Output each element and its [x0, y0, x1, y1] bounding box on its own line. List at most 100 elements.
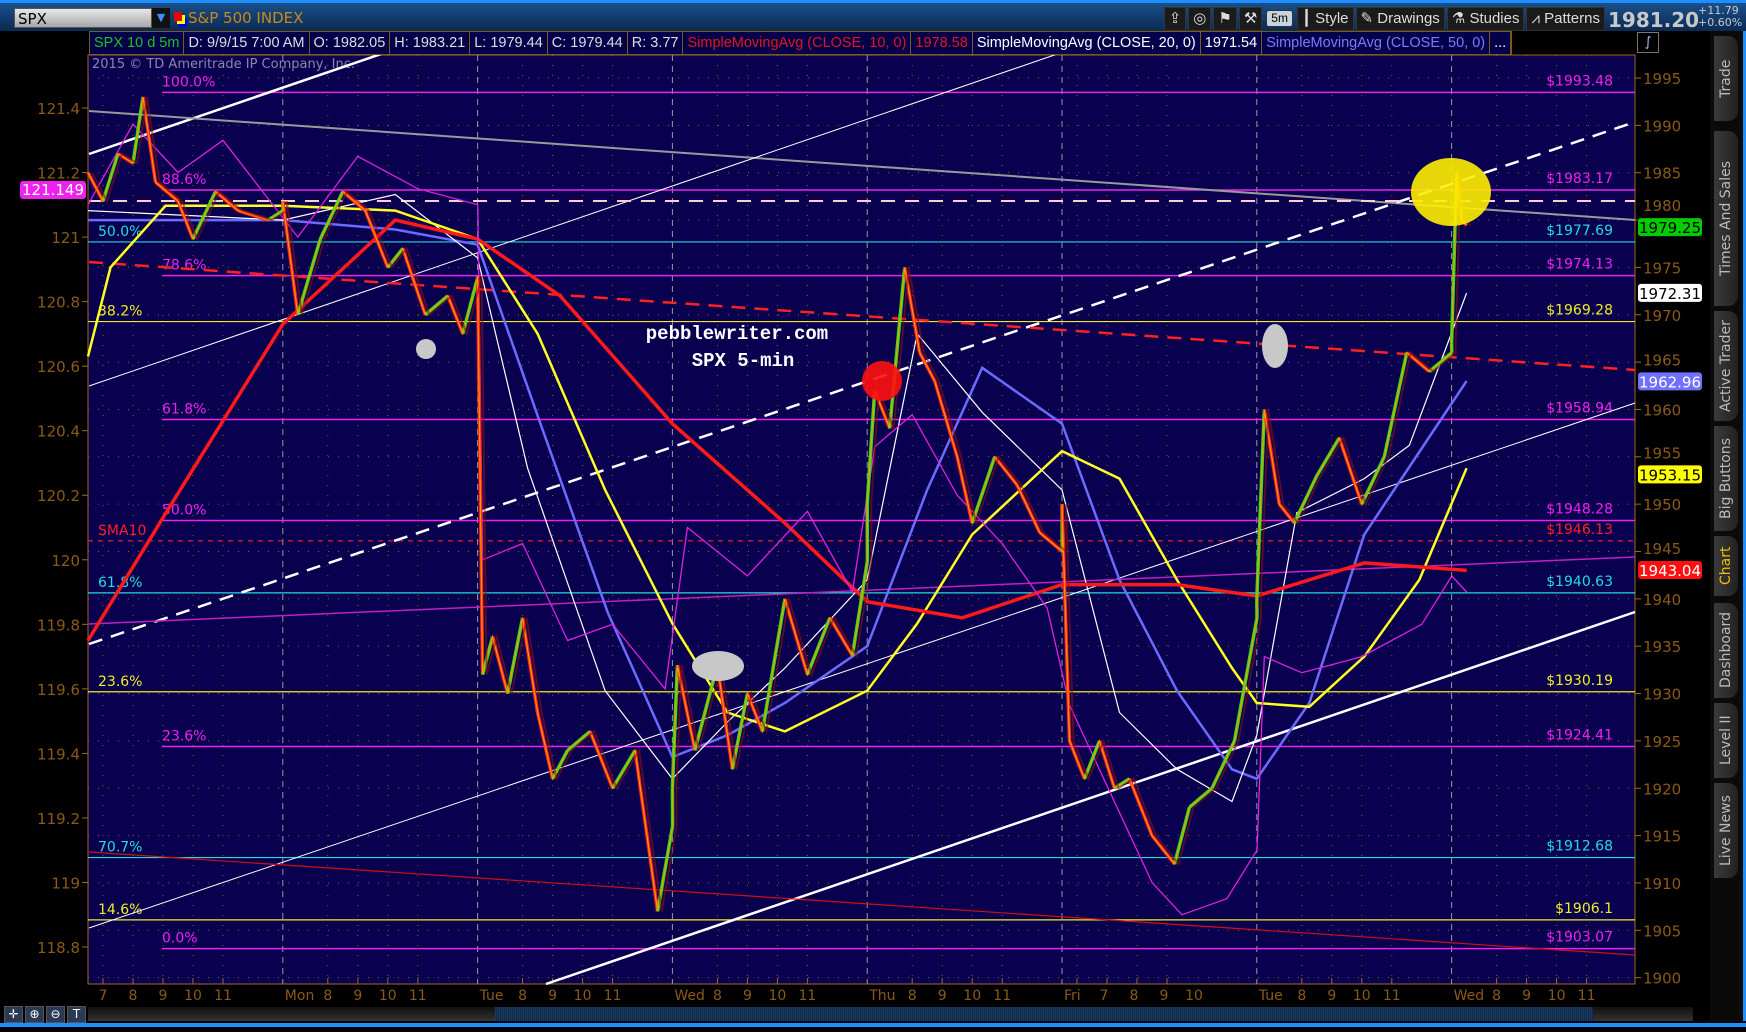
bar-open: O: 1982.05: [310, 32, 391, 54]
right-axis-label: 1910: [1643, 875, 1681, 893]
last-price: 1981.20: [1608, 8, 1700, 32]
trendline: [88, 402, 1636, 929]
side-tab-level-ii[interactable]: Level II: [1714, 703, 1738, 778]
series-line-blue: [88, 218, 1468, 781]
time-label: 10: [1185, 988, 1203, 1004]
symbol-link-icon[interactable]: [174, 12, 182, 21]
bottom-tools: ✛ ⊕ ⊖ T: [4, 1006, 86, 1023]
marker-gray-ellipse: [692, 651, 744, 681]
time-label: 11: [798, 988, 816, 1004]
side-tab-chart[interactable]: Chart: [1714, 536, 1738, 596]
price-marker: [1638, 218, 1702, 237]
text-tool-icon[interactable]: T: [67, 1006, 86, 1023]
style-button[interactable]: ┃ Style: [1296, 7, 1354, 31]
time-label: 9: [1327, 988, 1336, 1004]
fib-level-pct: 70.7%: [98, 840, 142, 856]
left-axis-label: 119.8: [37, 616, 80, 634]
fib-level-pct: 50.0%: [98, 224, 142, 240]
side-tab-trade[interactable]: Trade: [1714, 36, 1738, 121]
time-scrollbar[interactable]: [88, 1007, 1693, 1021]
sma20-label[interactable]: SimpleMovingAvg (CLOSE, 20, 0): [973, 32, 1201, 54]
session-label: Tue: [1258, 988, 1283, 1004]
studies-button[interactable]: ⚗ Studies: [1446, 7, 1525, 31]
right-axis-label: 1990: [1643, 117, 1681, 135]
right-axis-label: 1945: [1643, 540, 1681, 558]
right-axis-label: 1925: [1643, 733, 1681, 751]
time-label: 11: [1578, 988, 1596, 1004]
time-label: 9: [1160, 988, 1169, 1004]
fib-level-price: $1906.1: [1555, 901, 1613, 917]
change-percent: +0.60%: [1698, 16, 1743, 29]
zoom-in-icon[interactable]: ⊕: [25, 1006, 44, 1023]
time-label: 7: [99, 988, 108, 1004]
time-label: 8: [1492, 988, 1501, 1004]
left-axis-label: 121: [51, 229, 80, 247]
sma10-label[interactable]: SimpleMovingAvg (CLOSE, 10, 0): [683, 32, 912, 54]
right-axis-label: 1930: [1643, 686, 1681, 704]
marker-red-circle: [862, 361, 902, 401]
left-axis-label: 120.6: [37, 358, 80, 376]
symbol-dropdown-icon[interactable]: ▼: [152, 8, 170, 28]
left-axis-label: 119: [51, 874, 80, 892]
sma50-label[interactable]: SimpleMovingAvg (CLOSE, 50, 0): [1262, 32, 1491, 54]
price-marker-value: 1943.04: [1639, 562, 1701, 580]
time-label: 9: [353, 988, 362, 1004]
marker-gray-dot: [416, 339, 436, 359]
chart-mode-icon[interactable]: ∫: [1637, 32, 1659, 53]
left-axis-label: 121.2: [37, 165, 80, 183]
candle-icon: ┃: [1301, 10, 1316, 27]
sma20-value: 1971.54: [1201, 32, 1263, 54]
series-line-magenta: [87, 123, 1468, 916]
left-axis-label: 120.2: [37, 487, 80, 505]
sma10-value: 1978.58: [911, 32, 973, 54]
right-axis-label: 1970: [1643, 307, 1681, 325]
session-label: Fri: [1064, 988, 1081, 1004]
time-label: 10: [184, 988, 202, 1004]
series-line-sma_red: [86, 218, 1467, 642]
right-axis-label: 1985: [1643, 165, 1681, 183]
price-marker-value: 1953.15: [1639, 466, 1701, 484]
session-label: Thu: [868, 988, 895, 1004]
chart-header: SPX 10 d 5m D: 9/9/15 7:00 AM O: 1982.05…: [89, 31, 1513, 55]
patterns-button[interactable]: ⩘ Patterns: [1526, 7, 1605, 31]
left-axis-label: 120: [51, 552, 80, 570]
annotation-text: pebblewriter.com: [646, 323, 828, 345]
fib-level-pct: 0.0%: [162, 931, 198, 947]
share-icon[interactable]: ⇪: [1163, 7, 1187, 31]
side-tab-times-and-sales[interactable]: Times And Sales: [1714, 131, 1738, 306]
right-axis-label: 1940: [1643, 591, 1681, 609]
side-tab-live-news[interactable]: Live News: [1714, 783, 1738, 878]
bar-range: R: 3.77: [628, 32, 684, 54]
right-axis-label: 1950: [1643, 496, 1681, 514]
crosshair-icon[interactable]: ✛: [4, 1006, 23, 1023]
quick-tools-icon[interactable]: ⚑: [1213, 7, 1237, 31]
wrench-icon[interactable]: ⚒: [1238, 7, 1263, 31]
fib-level-pct: 23.6%: [162, 728, 206, 744]
scrollbar-thumb[interactable]: [495, 1007, 1593, 1021]
fib-level-price: $1924.41: [1546, 727, 1613, 743]
right-axis-label: 1980: [1643, 197, 1681, 215]
left-axis-label: 120.4: [37, 423, 80, 441]
time-label: 8: [713, 988, 722, 1004]
side-tab-active-trader[interactable]: Active Trader: [1714, 311, 1738, 421]
settings-circle-icon[interactable]: ◎: [1188, 7, 1212, 31]
side-tab-dashboard[interactable]: Dashboard: [1714, 603, 1738, 698]
bar-close: C: 1979.44: [548, 32, 628, 54]
right-axis-label: 1915: [1643, 828, 1681, 846]
marker-yellow-ellipse: [1411, 158, 1491, 226]
left-axis-label: 118.8: [37, 939, 80, 957]
plot-area: [87, 54, 1636, 985]
fib-level-pct: 88.6%: [162, 172, 206, 188]
zoom-out-icon[interactable]: ⊖: [46, 1006, 65, 1023]
side-tabs: Trade Times And Sales Active Trader Big But…: [1710, 31, 1746, 1021]
timeframe-button[interactable]: 5m: [1266, 10, 1293, 27]
drawings-button[interactable]: ✎ Drawings: [1355, 7, 1445, 31]
symbol-input[interactable]: SPX: [14, 8, 152, 28]
fib-level-price: $1946.13: [1546, 522, 1613, 538]
time-label: 8: [1130, 988, 1139, 1004]
more-studies-button[interactable]: ...: [1490, 32, 1512, 54]
trendline: [88, 260, 1636, 372]
price-marker-value: 1962.96: [1639, 373, 1701, 391]
side-tab-big-buttons[interactable]: Big Buttons: [1714, 426, 1738, 531]
